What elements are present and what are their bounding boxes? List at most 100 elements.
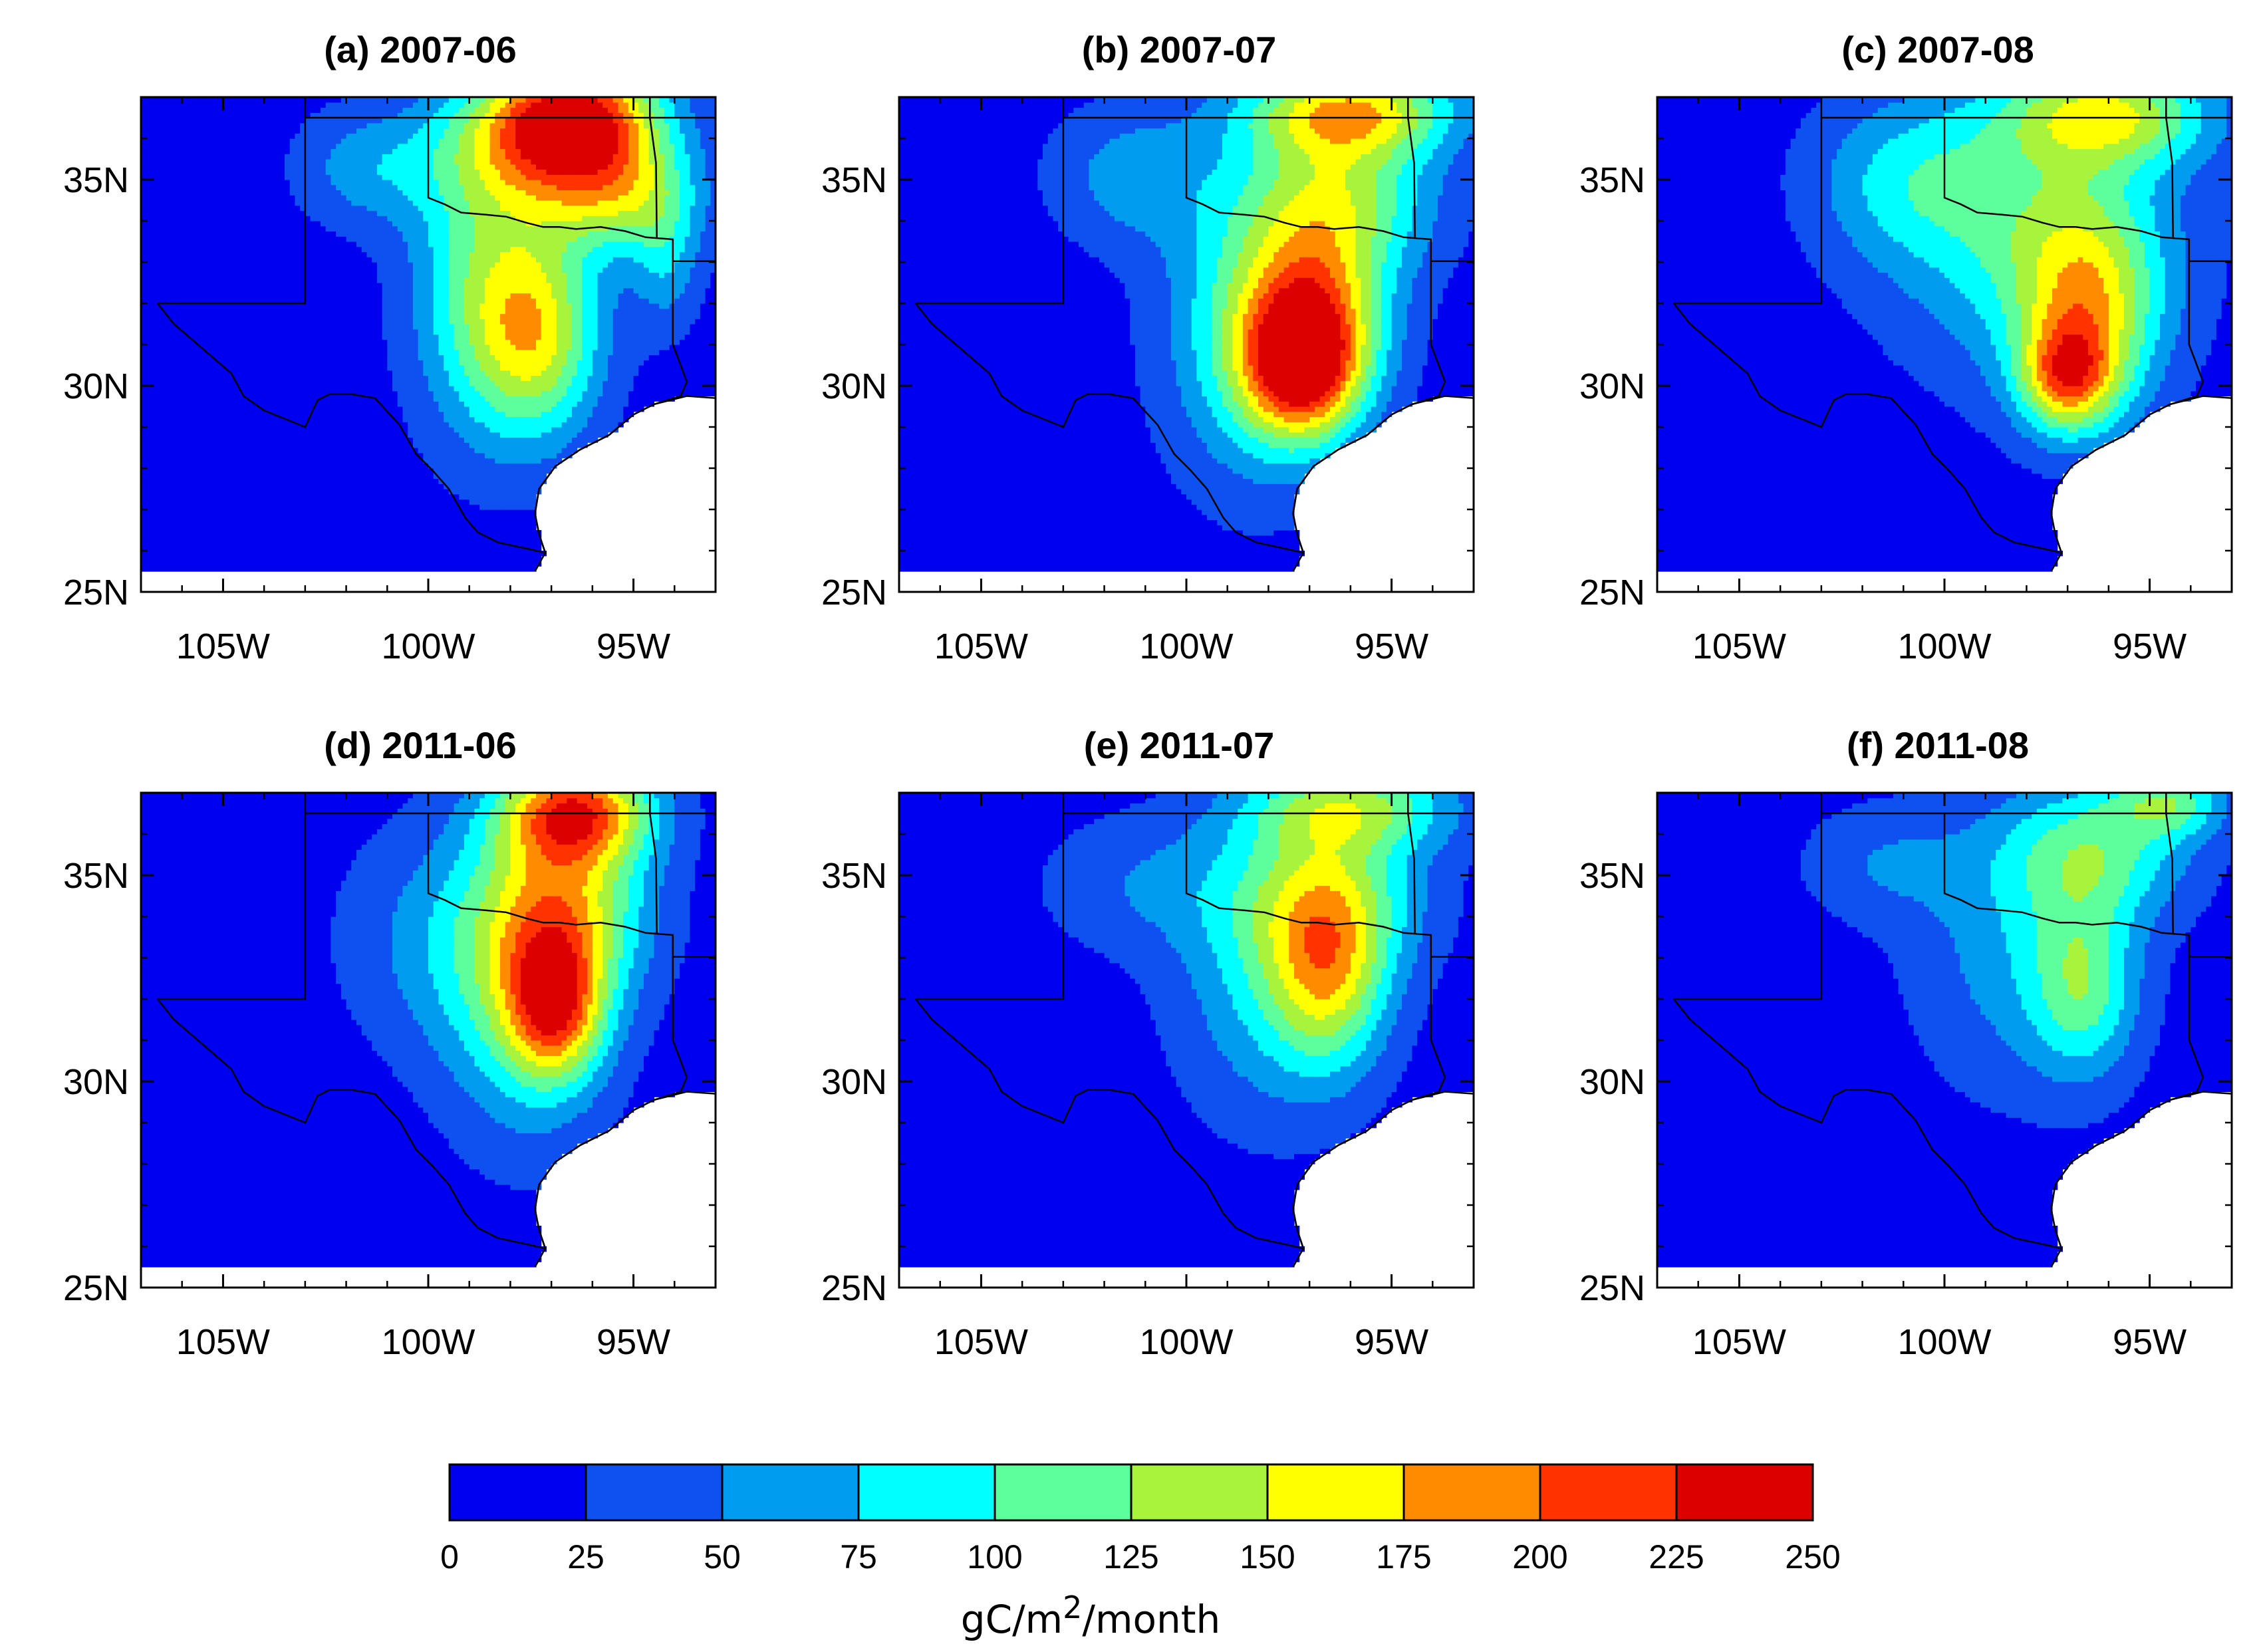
- field-cell: [536, 545, 542, 551]
- field-cell: [243, 493, 249, 500]
- field-cell: [402, 530, 408, 536]
- field-cell: [259, 396, 265, 402]
- field-cell: [469, 396, 475, 402]
- field-cell: [608, 324, 614, 330]
- field-cell: [238, 319, 244, 325]
- field-cell: [264, 551, 270, 557]
- field-cell: [321, 365, 327, 371]
- field-cell: [567, 427, 573, 433]
- field-cell: [289, 329, 296, 335]
- field-cell: [187, 324, 193, 330]
- field-cell: [531, 298, 537, 304]
- field-cell: [680, 308, 686, 315]
- field-cell: [366, 530, 372, 536]
- field-cell: [156, 535, 162, 541]
- field-cell: [612, 334, 619, 340]
- field-cell: [279, 509, 285, 515]
- field-cell: [372, 339, 378, 345]
- field-cell: [141, 298, 147, 304]
- field-cell: [474, 463, 480, 469]
- field-cell: [515, 396, 521, 402]
- field-cell: [551, 329, 557, 335]
- field-cell: [300, 298, 306, 304]
- field-cell: [197, 375, 203, 381]
- field-cell: [444, 555, 450, 562]
- field-cell: [285, 360, 291, 366]
- field-cell: [192, 365, 198, 371]
- field-cell: [264, 473, 270, 480]
- field-cell: [264, 499, 270, 505]
- field-cell: [177, 324, 183, 330]
- field-cell: [217, 551, 224, 557]
- field-cell: [500, 313, 506, 319]
- field-cell: [674, 370, 680, 376]
- field-cell: [654, 349, 660, 356]
- field-cell: [340, 303, 347, 309]
- field-cell: [156, 448, 162, 454]
- field-cell: [433, 390, 440, 397]
- field-cell: [587, 375, 593, 381]
- field-cell: [192, 386, 198, 392]
- field-cell: [289, 354, 296, 360]
- field-cell: [177, 458, 183, 464]
- field-cell: [172, 551, 178, 557]
- field-cell: [243, 334, 249, 340]
- field-cell: [387, 360, 393, 366]
- field-cell: [448, 396, 455, 402]
- field-cell: [402, 489, 408, 495]
- field-cell: [269, 535, 275, 541]
- field-cell: [253, 493, 260, 500]
- field-cell: [346, 432, 352, 438]
- field-cell: [295, 416, 301, 422]
- field-cell: [346, 360, 352, 366]
- field-cell: [192, 473, 198, 480]
- field-cell: [202, 432, 208, 438]
- field-cell: [602, 354, 608, 360]
- field-cell: [423, 437, 429, 443]
- field-cell: [520, 313, 527, 319]
- field-cell: [146, 514, 152, 521]
- field-cell: [336, 386, 342, 392]
- field-cell: [295, 329, 301, 335]
- field-cell: [340, 411, 347, 418]
- field-cell: [264, 360, 270, 366]
- field-cell: [515, 375, 521, 381]
- field-cell: [489, 530, 495, 536]
- field-cell: [213, 468, 219, 474]
- field-cell: [402, 386, 408, 392]
- field-cell: [664, 313, 670, 319]
- field-cell: [572, 380, 578, 386]
- field-cell: [592, 313, 598, 319]
- field-cell: [423, 324, 429, 330]
- field-cell: [151, 365, 157, 371]
- field-cell: [187, 458, 193, 464]
- field-cell: [182, 375, 188, 381]
- field-cell: [366, 468, 372, 474]
- field-cell: [289, 545, 296, 551]
- field-cell: [408, 390, 414, 397]
- field-cell: [531, 432, 537, 438]
- field-cell: [305, 427, 311, 433]
- field-cell: [243, 293, 249, 299]
- field-cell: [674, 390, 680, 397]
- field-cell: [233, 519, 239, 525]
- field-cell: [567, 308, 573, 315]
- field-cell: [361, 329, 368, 335]
- field-cell: [438, 499, 444, 505]
- field-cell: [376, 509, 383, 515]
- field-cell: [253, 411, 260, 418]
- field-cell: [295, 530, 301, 536]
- field-cell: [192, 380, 198, 386]
- field-cell: [433, 545, 440, 551]
- field-cell: [161, 422, 168, 428]
- field-cell: [408, 551, 414, 557]
- field-cell: [505, 324, 511, 330]
- field-cell: [577, 411, 583, 418]
- field-cell: [520, 422, 527, 428]
- field-cell: [310, 458, 316, 464]
- field-cell: [664, 390, 670, 397]
- field-cell: [192, 308, 198, 315]
- field-cell: [305, 319, 311, 325]
- field-cell: [428, 540, 434, 546]
- field-cell: [382, 448, 388, 454]
